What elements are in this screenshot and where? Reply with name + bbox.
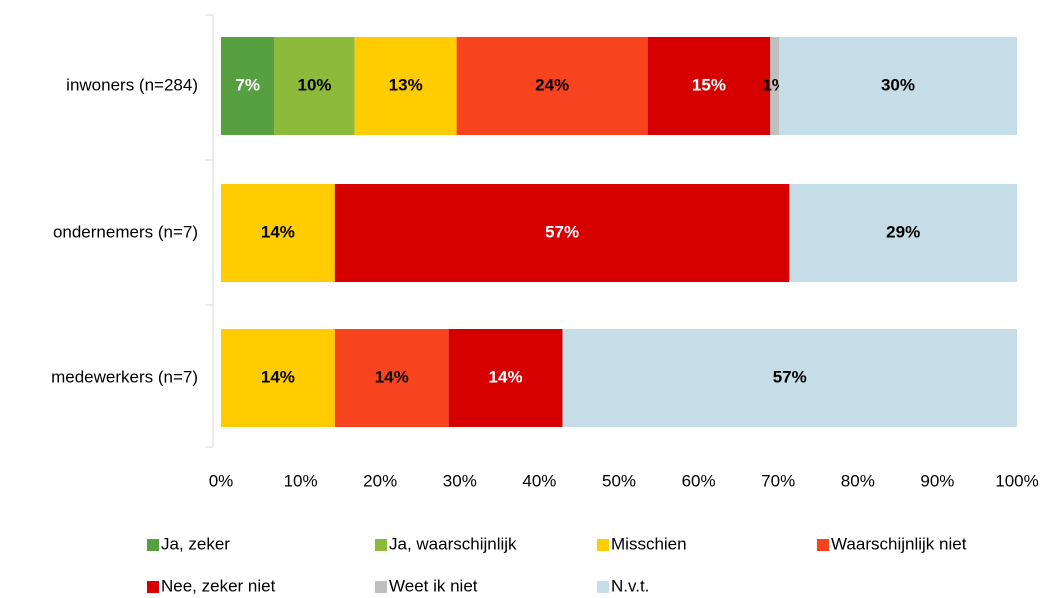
legend-label: Ja, waarschijnlijk [389, 534, 517, 553]
legend-label: Ja, zeker [161, 534, 230, 553]
bar-segment [562, 329, 1017, 427]
data-label: 29% [886, 222, 920, 241]
bar-segment [778, 37, 1017, 135]
x-tick-label: 100% [995, 471, 1038, 490]
legend-label: Waarschijnlijk niet [831, 534, 967, 553]
x-tick-label: 0% [209, 471, 234, 490]
legend-swatch [597, 539, 609, 551]
x-tick-label: 30% [443, 471, 477, 490]
data-label: 7% [235, 75, 260, 94]
legend-swatch [375, 581, 387, 593]
data-label: 30% [881, 75, 915, 94]
bar-segment [448, 329, 563, 427]
data-label: 14% [375, 367, 409, 386]
data-label: 14% [261, 367, 295, 386]
legend-swatch [147, 581, 159, 593]
legend-swatch [147, 539, 159, 551]
x-tick-label: 20% [363, 471, 397, 490]
x-tick-label: 80% [841, 471, 875, 490]
x-tick-label: 90% [920, 471, 954, 490]
x-tick-label: 50% [602, 471, 636, 490]
data-label: 57% [545, 222, 579, 241]
data-label: 10% [298, 75, 332, 94]
data-label: 14% [489, 367, 523, 386]
legend-label: Nee, zeker niet [161, 576, 276, 595]
x-tick-label: 70% [761, 471, 795, 490]
bar-segment [221, 184, 335, 282]
x-tick-label: 40% [522, 471, 556, 490]
bar-segment [221, 37, 275, 135]
legend-label: Misschien [611, 534, 687, 553]
data-label: 14% [261, 222, 295, 241]
y-tick-label: medewerkers (n=7) [51, 367, 198, 386]
x-tick-label: 10% [284, 471, 318, 490]
legend-label: N.v.t. [611, 576, 649, 595]
legend-swatch [597, 581, 609, 593]
data-label: 57% [773, 367, 807, 386]
y-tick-label: ondernemers (n=7) [53, 222, 198, 241]
bar-segment [789, 184, 1017, 282]
y-tick-label: inwoners (n=284) [66, 75, 198, 94]
bar-segment [334, 184, 790, 282]
legend-swatch [817, 539, 829, 551]
x-tick-label: 60% [682, 471, 716, 490]
data-label: 15% [692, 75, 726, 94]
bar-segment [274, 37, 355, 135]
bar-segment [770, 37, 779, 135]
bar-segment [456, 37, 648, 135]
bar-segment [221, 329, 335, 427]
legend-swatch [375, 539, 387, 551]
legend-label: Weet ik niet [389, 576, 478, 595]
bar-segment [354, 37, 457, 135]
bar-segment [647, 37, 771, 135]
data-label: 24% [535, 75, 569, 94]
data-label: 13% [389, 75, 423, 94]
bar-segment [334, 329, 449, 427]
